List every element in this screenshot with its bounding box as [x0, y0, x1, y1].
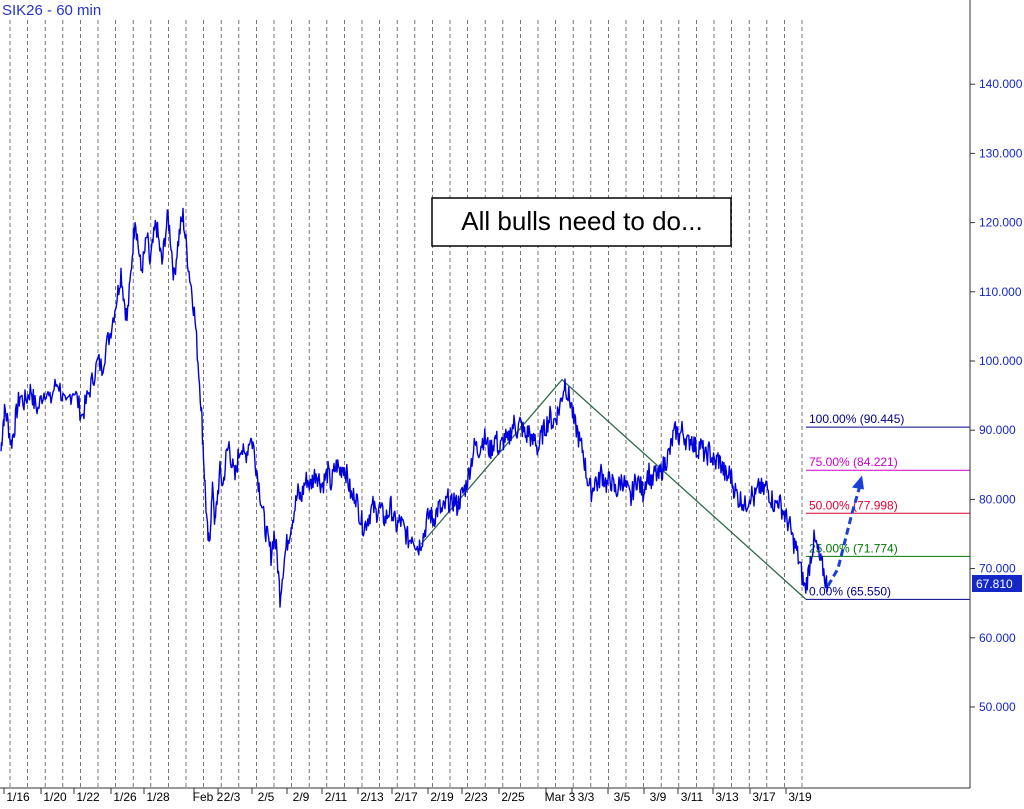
- fib-level-label: 0.00% (65.550): [809, 584, 891, 598]
- last-price-background: [972, 575, 1022, 592]
- y-tick-label: 130.000: [979, 146, 1023, 160]
- x-tick-label: 1/26: [113, 790, 137, 804]
- y-tick-label: 110.000: [979, 285, 1022, 299]
- x-tick-label: 3/9: [650, 790, 667, 804]
- y-tick-label: 100.000: [979, 354, 1023, 368]
- y-axis: 50.000 60.000 70.000 80.000 90.000 100.000 110…: [0, 0, 1023, 789]
- y-tick-label: 90.000: [979, 423, 1016, 437]
- x-tick-label: 2/9: [293, 790, 310, 804]
- x-tick-label: 1/28: [146, 790, 170, 804]
- fib-level-label: 25.00% (71.774): [809, 541, 898, 555]
- projection-arrow-shaft: [826, 485, 862, 587]
- x-tick-label: 1/20: [43, 790, 67, 804]
- y-tick-label: 60.000: [979, 631, 1016, 645]
- annotation-text: All bulls need to do...: [461, 206, 702, 236]
- x-tick-label: 3/11: [681, 790, 704, 804]
- x-tick-label: 3/5: [614, 790, 631, 804]
- last-price-badge: 67.810: [972, 575, 1022, 592]
- annotation-box: All bulls need to do...: [431, 197, 732, 247]
- annotation-border: [431, 197, 732, 247]
- trend-line: [420, 378, 807, 600]
- x-tick-label: 3/19: [788, 790, 812, 804]
- x-tick-label: 2/5: [258, 790, 275, 804]
- x-tick-label: Feb 2: [193, 790, 224, 804]
- fib-level-label: 50.00% (77.998): [809, 498, 898, 512]
- y-tick-label: 70.000: [979, 562, 1016, 576]
- x-tick-label: 2/17: [394, 790, 418, 804]
- x-axis-ticks: 1/16 1/20 1/22 1/26 1/28 Feb 2 2/3 2/5 2/9 2/11 2/…: [3, 788, 812, 804]
- fib-level-label: 100.00% (90.445): [809, 412, 904, 426]
- price-line: [0, 207, 829, 608]
- projection-arrow-head: [852, 475, 864, 490]
- x-tick-label: 2/19: [430, 790, 454, 804]
- y-tick-label: 140.000: [979, 77, 1023, 91]
- x-tick-label: 2/3: [224, 790, 241, 804]
- x-tick-label: Mar 3: [545, 790, 576, 804]
- x-tick-label: 1/16: [6, 790, 30, 804]
- price-series: [0, 207, 829, 608]
- x-tick-label: 3/13: [715, 790, 739, 804]
- projection-arrow: [826, 475, 864, 587]
- x-tick-label: 3/17: [752, 790, 776, 804]
- fib-level-label: 75.00% (84.221): [809, 455, 898, 469]
- last-price-label: 67.810: [976, 577, 1013, 591]
- y-tick-label: 120.000: [979, 216, 1023, 230]
- x-tick-label: 3/3: [578, 790, 595, 804]
- fibonacci-levels: 100.00% (90.445) 75.00% (84.221) 50.00% (7…: [806, 412, 970, 600]
- chart-title: SIK26 - 60 min: [2, 2, 101, 19]
- x-tick-label: 2/11: [325, 790, 348, 804]
- vertical-gridlines: [9, 20, 803, 788]
- y-tick-label: 80.000: [979, 492, 1016, 506]
- x-tick-label: 2/13: [360, 790, 384, 804]
- x-tick-label: 2/25: [501, 790, 525, 804]
- trend-lines: [420, 378, 807, 600]
- x-tick-label: 1/22: [76, 790, 100, 804]
- y-tick-label: 50.000: [979, 700, 1016, 714]
- x-tick-label: 2/23: [464, 790, 488, 804]
